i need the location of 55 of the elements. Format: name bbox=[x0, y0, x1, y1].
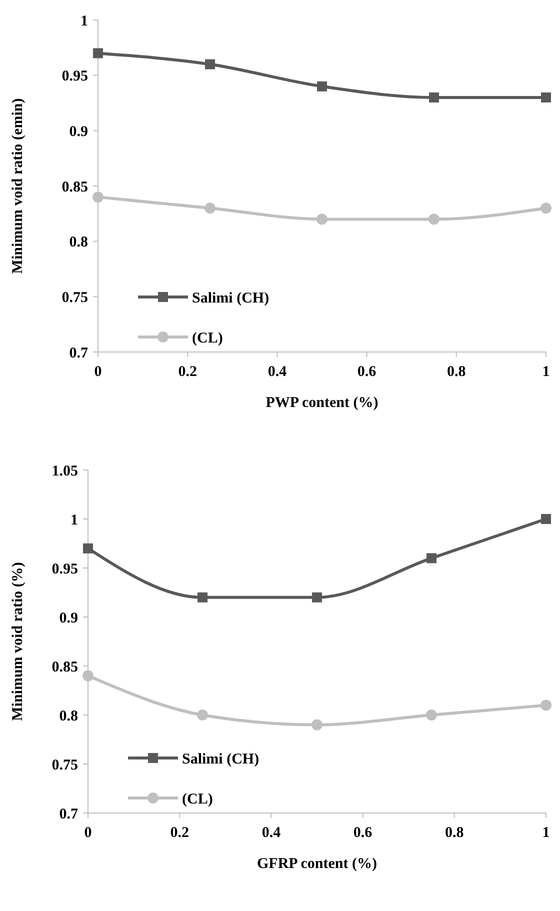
point bbox=[312, 719, 322, 730]
point bbox=[540, 202, 552, 214]
point bbox=[93, 48, 103, 58]
y-tick-label: 0.8 bbox=[59, 708, 78, 724]
y-tick-label: 0.7 bbox=[69, 345, 88, 362]
point bbox=[316, 214, 328, 225]
point bbox=[198, 592, 208, 602]
point bbox=[197, 710, 208, 720]
x-tick-label: 1 bbox=[542, 364, 550, 380]
point bbox=[312, 592, 322, 602]
y-tick-label: 0.95 bbox=[62, 68, 88, 85]
point bbox=[205, 59, 215, 70]
x-tick-label: 0.2 bbox=[170, 825, 189, 841]
point bbox=[429, 92, 439, 102]
x-tick-label: 0.6 bbox=[357, 364, 377, 380]
x-tick-label: 0 bbox=[84, 825, 92, 841]
y-tick-label: 1 bbox=[70, 512, 78, 528]
y-tick-label: 0.8 bbox=[69, 234, 88, 251]
y-tick-label: 1 bbox=[80, 13, 88, 30]
y-tick-label: 0.85 bbox=[62, 179, 88, 196]
y-tick-label: 0.85 bbox=[52, 659, 78, 676]
legend-label: Salimi (CH) bbox=[182, 751, 260, 768]
y-tick-label: 0.95 bbox=[52, 561, 78, 578]
y-tick-label: 0.9 bbox=[59, 610, 78, 626]
point bbox=[317, 81, 327, 92]
y-tick-label: 1.05 bbox=[52, 463, 78, 480]
y-axis-title: Minimum void ratio (emin) bbox=[10, 98, 26, 274]
x-tick-label: 0.8 bbox=[445, 825, 464, 841]
legend-label: Salimi (CH) bbox=[192, 290, 270, 306]
y-axis-title: Minimum void ratio (%) bbox=[10, 562, 26, 721]
point bbox=[540, 700, 552, 711]
x-tick-label: 0.6 bbox=[353, 825, 373, 841]
point bbox=[426, 710, 437, 720]
point bbox=[428, 214, 440, 225]
y-tick-label: 0.9 bbox=[69, 124, 88, 140]
x-tick-label: 1 bbox=[542, 825, 550, 841]
point bbox=[541, 514, 551, 524]
point bbox=[83, 543, 93, 554]
point bbox=[92, 192, 104, 203]
y-tick-label: 0.7 bbox=[59, 806, 78, 822]
point bbox=[426, 553, 436, 564]
y-tick-label: 0.75 bbox=[52, 757, 78, 774]
x-tick-label: 0.8 bbox=[447, 364, 466, 380]
x-axis-title: GFRP content (%) bbox=[257, 856, 377, 872]
legend-label: (CL) bbox=[192, 330, 223, 346]
x-tick-label: 0.2 bbox=[178, 364, 197, 380]
x-tick-label: 0 bbox=[94, 364, 102, 380]
x-tick-label: 0.4 bbox=[262, 825, 282, 841]
y-tick-label: 0.75 bbox=[62, 290, 88, 306]
point bbox=[541, 92, 551, 102]
point bbox=[82, 670, 94, 682]
x-tick-label: 0.4 bbox=[268, 364, 288, 380]
legend-label: (CL) bbox=[182, 791, 213, 808]
x-axis-title: PWP content (%) bbox=[266, 395, 378, 411]
point bbox=[204, 202, 216, 214]
